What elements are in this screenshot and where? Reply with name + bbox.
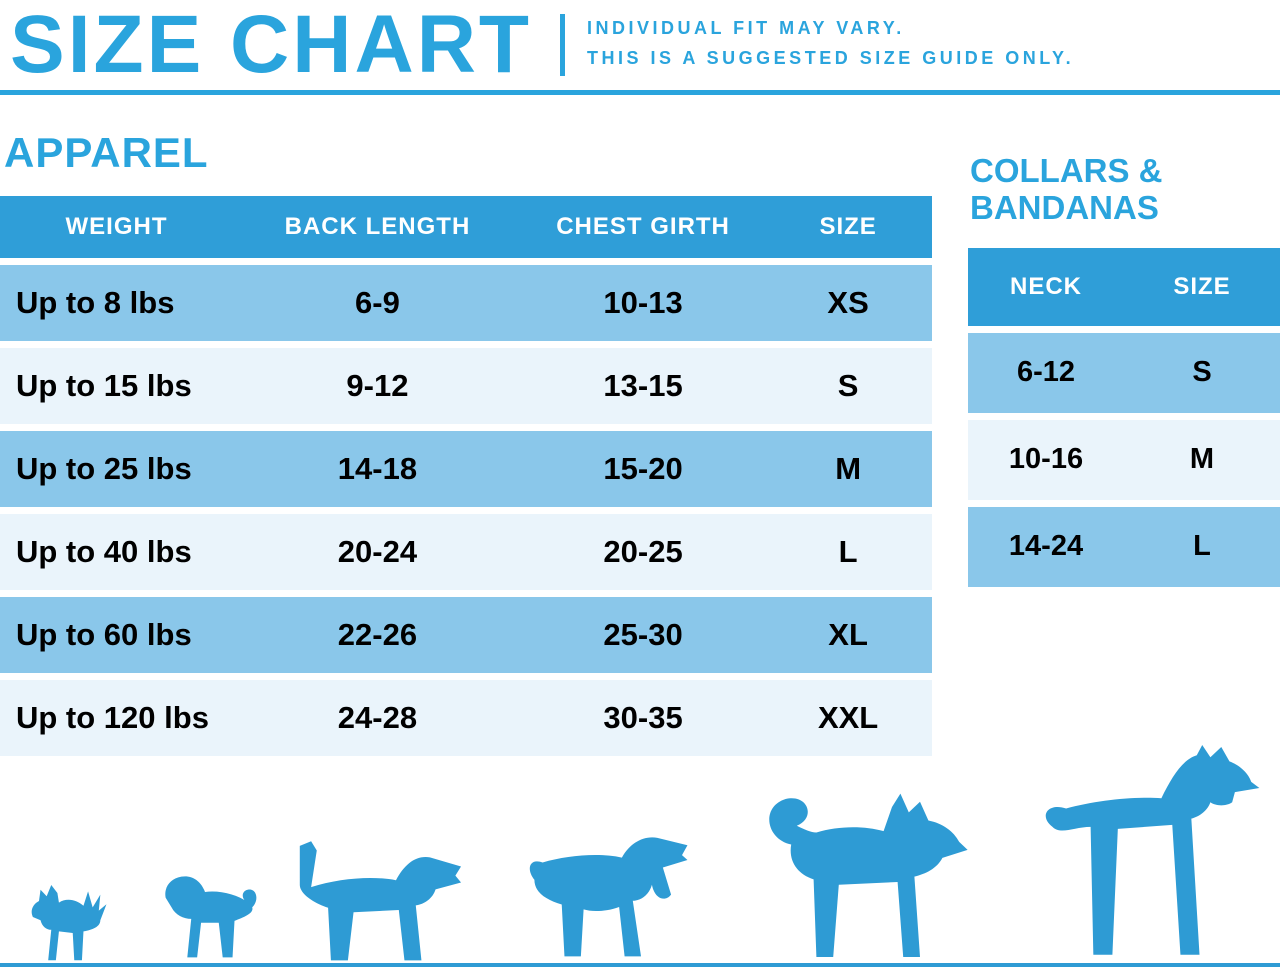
papillon-silhouette-icon <box>16 885 108 965</box>
column-header-back-length: BACK LENGTH <box>233 195 522 258</box>
cell-back-length: 14-18 <box>233 430 522 507</box>
column-header-weight: WEIGHT <box>0 195 233 258</box>
apparel-heading: APPAREL <box>4 128 209 176</box>
table-row: Up to 15 lbs 9-12 13-15 S <box>0 347 932 424</box>
collars-header-row: NECK SIZE <box>968 247 1280 326</box>
beagle-silhouette-icon <box>280 839 478 965</box>
cell-weight: Up to 25 lbs <box>0 430 233 507</box>
table-row: Up to 60 lbs 22-26 25-30 XL <box>0 596 932 673</box>
page-title: SIZE CHART <box>10 0 532 90</box>
cell-back-length: 9-12 <box>233 347 522 424</box>
page-header: SIZE CHART INDIVIDUAL FIT MAY VARY. THIS… <box>0 0 1280 90</box>
cell-size: L <box>764 513 932 590</box>
column-header-chest-girth: CHEST GIRTH <box>521 195 765 258</box>
dog-silhouette-strip <box>0 729 1280 979</box>
cell-chest-girth: 15-20 <box>521 430 765 507</box>
table-row: Up to 25 lbs 14-18 15-20 M <box>0 430 932 507</box>
cell-back-length: 20-24 <box>233 513 522 590</box>
table-row: Up to 8 lbs 6-9 10-13 XS <box>0 264 932 341</box>
cell-size: L <box>1124 506 1280 587</box>
cell-chest-girth: 30-35 <box>521 679 765 756</box>
cell-size: S <box>764 347 932 424</box>
cell-size: XXL <box>764 679 932 756</box>
cell-chest-girth: 13-15 <box>521 347 765 424</box>
header-divider <box>560 14 565 76</box>
table-row: 14-24 L <box>968 506 1280 587</box>
column-header-size: SIZE <box>1124 247 1280 326</box>
apparel-section: APPAREL WEIGHT BACK LENGTH CHEST GIRTH S… <box>0 117 932 763</box>
collars-section: COLLARS & BANDANAS NECK SIZE 6-12 S 10-1… <box>968 117 1280 594</box>
cell-weight: Up to 8 lbs <box>0 264 233 341</box>
cell-chest-girth: 25-30 <box>521 596 765 673</box>
main-content: APPAREL WEIGHT BACK LENGTH CHEST GIRTH S… <box>0 117 1280 763</box>
apparel-header-row: WEIGHT BACK LENGTH CHEST GIRTH SIZE <box>0 195 932 258</box>
cell-neck: 10-16 <box>968 419 1124 500</box>
table-row: Up to 120 lbs 24-28 30-35 XXL <box>0 679 932 756</box>
cell-size: XL <box>764 596 932 673</box>
ground-line <box>0 963 1280 967</box>
pug-silhouette-icon <box>146 869 264 965</box>
cell-size: M <box>1124 419 1280 500</box>
column-header-neck: NECK <box>968 247 1124 326</box>
cell-neck: 14-24 <box>968 506 1124 587</box>
header-rule <box>0 89 1280 95</box>
cell-back-length: 22-26 <box>233 596 522 673</box>
disclaimer-line-2: THIS IS A SUGGESTED SIZE GUIDE ONLY. <box>587 47 1075 68</box>
cell-size: XS <box>764 264 932 341</box>
apparel-size-table: WEIGHT BACK LENGTH CHEST GIRTH SIZE Up t… <box>0 189 932 763</box>
spitz-silhouette-icon <box>752 791 990 965</box>
collars-heading: COLLARS & BANDANAS <box>970 151 1280 227</box>
cell-back-length: 24-28 <box>233 679 522 756</box>
cell-size: M <box>764 430 932 507</box>
column-header-size: SIZE <box>764 195 932 258</box>
great-dane-silhouette-icon <box>1028 745 1273 965</box>
cell-neck: 6-12 <box>968 332 1124 413</box>
table-row: 10-16 M <box>968 419 1280 500</box>
collars-heading-line-1: COLLARS & <box>970 151 1163 189</box>
cell-weight: Up to 15 lbs <box>0 347 233 424</box>
table-row: 6-12 S <box>968 332 1280 413</box>
cell-weight: Up to 120 lbs <box>0 679 233 756</box>
collars-heading-line-2: BANDANAS <box>970 188 1159 226</box>
table-row: Up to 40 lbs 20-24 20-25 L <box>0 513 932 590</box>
disclaimer-text: INDIVIDUAL FIT MAY VARY. THIS IS A SUGGE… <box>587 8 1074 73</box>
cell-weight: Up to 60 lbs <box>0 596 233 673</box>
collars-size-table: NECK SIZE 6-12 S 10-16 M 14-24 L <box>968 241 1280 594</box>
cocker-spaniel-silhouette-icon <box>518 823 723 965</box>
cell-weight: Up to 40 lbs <box>0 513 233 590</box>
cell-size: S <box>1124 332 1280 413</box>
cell-chest-girth: 10-13 <box>521 264 765 341</box>
disclaimer-line-1: INDIVIDUAL FIT MAY VARY. <box>587 18 905 38</box>
cell-chest-girth: 20-25 <box>521 513 765 590</box>
cell-back-length: 6-9 <box>233 264 522 341</box>
